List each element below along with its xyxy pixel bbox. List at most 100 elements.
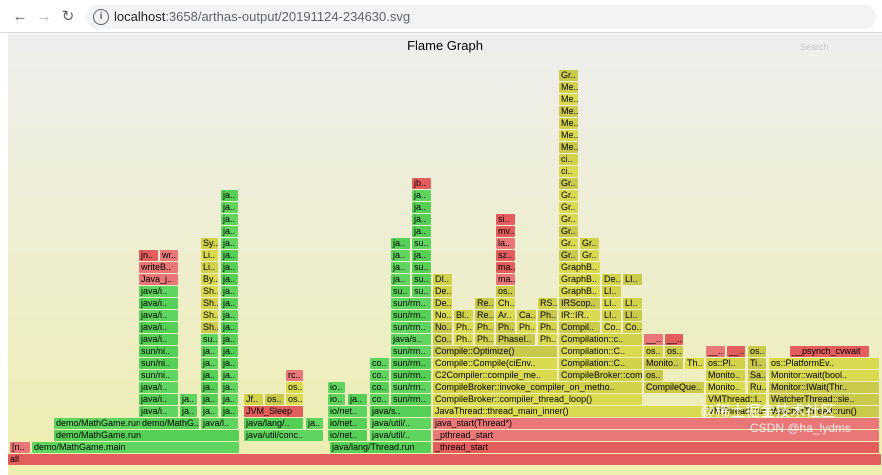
- flame-frame[interactable]: Monitor::wait(bool..: [769, 370, 879, 381]
- flame-frame[interactable]: Sy..: [201, 238, 218, 249]
- flame-frame[interactable]: ja..: [412, 250, 431, 261]
- flame-frame[interactable]: java/lang/Thread.run: [330, 442, 431, 453]
- flame-frame[interactable]: ja..: [221, 370, 238, 381]
- flame-frame[interactable]: os::Pl..: [706, 358, 745, 369]
- flame-frame[interactable]: ja..: [412, 190, 431, 201]
- flame-frame[interactable]: java/i..: [139, 334, 178, 345]
- flame-frame[interactable]: __..: [644, 334, 663, 345]
- flame-frame[interactable]: Ca..: [517, 310, 536, 321]
- flame-frame[interactable]: Compile::Optimize(): [433, 346, 557, 357]
- flame-frame[interactable]: ja..: [221, 298, 238, 309]
- flame-frame[interactable]: Ti..: [748, 358, 766, 369]
- flame-frame[interactable]: Gr..: [559, 214, 578, 225]
- flame-frame[interactable]: Li..: [201, 262, 218, 273]
- flame-frame[interactable]: Ph..: [496, 322, 515, 333]
- flame-frame[interactable]: Gr..: [559, 70, 578, 81]
- flame-frame[interactable]: ja..: [221, 286, 238, 297]
- flame-frame[interactable]: os..: [644, 370, 663, 381]
- flame-frame[interactable]: Li..: [201, 250, 218, 261]
- flame-frame[interactable]: __..: [727, 346, 745, 357]
- flame-frame[interactable]: De..: [433, 286, 452, 297]
- flame-frame[interactable]: ja..: [391, 250, 410, 261]
- flame-frame[interactable]: ja..: [201, 394, 218, 405]
- flame-frame[interactable]: De..: [433, 298, 452, 309]
- flame-frame[interactable]: Gr..: [559, 190, 578, 201]
- flame-frame[interactable]: su..: [412, 274, 431, 285]
- flame-frame[interactable]: Gr..: [559, 178, 578, 189]
- flame-frame[interactable]: os..: [286, 382, 303, 393]
- flame-frame[interactable]: No..: [433, 310, 452, 321]
- flame-frame[interactable]: Gr..: [559, 238, 578, 249]
- flame-frame[interactable]: ja..: [221, 202, 238, 213]
- flame-frame[interactable]: Compilation::C..: [559, 358, 642, 369]
- flame-frame[interactable]: os..: [748, 346, 766, 357]
- flame-frame[interactable]: C2Compiler::compile_me..: [433, 370, 557, 381]
- flame-frame[interactable]: io/net..: [328, 418, 367, 429]
- flame-frame[interactable]: VMThread::l..: [706, 394, 766, 405]
- flame-frame[interactable]: ja..: [221, 226, 238, 237]
- flame-frame[interactable]: su..: [412, 238, 431, 249]
- flame-frame[interactable]: ja..: [412, 226, 431, 237]
- flame-frame[interactable]: LI..: [602, 298, 621, 309]
- flame-frame[interactable]: Sa..: [748, 370, 766, 381]
- flame-frame[interactable]: io..: [328, 382, 345, 393]
- flame-frame[interactable]: Ar..: [496, 310, 515, 321]
- flame-frame[interactable]: GraphB..: [559, 262, 600, 273]
- flame-frame[interactable]: ja..: [180, 406, 197, 417]
- flame-frame[interactable]: _thread_start: [433, 442, 879, 453]
- flame-frame[interactable]: ja..: [221, 262, 238, 273]
- site-info-icon[interactable]: i: [93, 9, 109, 25]
- flame-frame[interactable]: Jf..: [244, 394, 263, 405]
- flame-frame[interactable]: java/lang/..: [244, 418, 303, 429]
- flame-frame[interactable]: GraphB..: [559, 286, 600, 297]
- flame-frame[interactable]: ja..: [221, 382, 238, 393]
- flame-frame[interactable]: LI..: [623, 298, 642, 309]
- flame-frame[interactable]: Gr..: [559, 202, 578, 213]
- flame-frame[interactable]: Sh..: [201, 286, 218, 297]
- flame-frame[interactable]: Me..: [559, 94, 578, 105]
- flame-frame[interactable]: RS..: [538, 298, 557, 309]
- flame-frame[interactable]: sun/rm..: [391, 346, 431, 357]
- flame-frame[interactable]: sun/rm..: [391, 310, 431, 321]
- flame-frame[interactable]: mv..: [496, 226, 515, 237]
- flame-frame[interactable]: demo/MathGame.run: [54, 418, 141, 429]
- flame-frame[interactable]: Compilation::C..: [559, 346, 642, 357]
- flame-frame[interactable]: su..: [391, 286, 410, 297]
- flame-frame[interactable]: jn..: [139, 250, 158, 261]
- flame-frame[interactable]: java/i..: [139, 298, 178, 309]
- flame-frame[interactable]: ja..: [221, 310, 238, 321]
- flame-frame[interactable]: sun/rm..: [391, 394, 431, 405]
- flame-frame[interactable]: jb..: [412, 178, 431, 189]
- flame-frame[interactable]: De..: [602, 274, 621, 285]
- flame-frame[interactable]: java/util/..: [370, 430, 431, 441]
- flame-frame[interactable]: os..: [265, 394, 284, 405]
- flame-frame[interactable]: Co..: [623, 322, 642, 333]
- flame-frame[interactable]: Ru..: [748, 382, 766, 393]
- flame-frame[interactable]: Th..: [685, 358, 704, 369]
- search-button[interactable]: Search: [800, 42, 829, 52]
- flame-frame[interactable]: WatcherThread::run(): [769, 406, 879, 417]
- flame-frame[interactable]: __psynch_cvwait: [790, 346, 869, 357]
- flame-frame[interactable]: java/i..: [139, 310, 178, 321]
- flame-frame[interactable]: _pthread_start: [433, 430, 879, 441]
- flame-frame[interactable]: ja..: [221, 274, 238, 285]
- back-arrow-icon[interactable]: ←: [12, 8, 28, 25]
- flame-frame[interactable]: Monitor::IWait(Thr..: [769, 382, 879, 393]
- reload-icon[interactable]: ↻: [61, 8, 75, 25]
- flame-frame[interactable]: sun/rm..: [391, 382, 431, 393]
- flame-frame[interactable]: GraphB..: [559, 274, 600, 285]
- flame-frame[interactable]: ja..: [221, 334, 238, 345]
- flame-frame[interactable]: Ph..: [538, 310, 557, 321]
- flame-frame[interactable]: Gr..: [580, 250, 599, 261]
- flame-frame[interactable]: LI..: [602, 286, 621, 297]
- flame-frame[interactable]: sz..: [496, 250, 515, 261]
- flame-frame[interactable]: Co..: [433, 334, 452, 345]
- flame-frame[interactable]: ci..: [559, 166, 578, 177]
- flame-frame[interactable]: Gr..: [580, 238, 599, 249]
- flame-frame[interactable]: sun/rm..: [391, 298, 431, 309]
- flame-frame[interactable]: Monito..: [644, 358, 683, 369]
- flame-frame[interactable]: IRScop..: [559, 298, 600, 309]
- flame-frame[interactable]: sun/rm..: [391, 322, 431, 333]
- flame-frame[interactable]: co..: [370, 358, 389, 369]
- flame-frame[interactable]: LI..: [602, 310, 621, 321]
